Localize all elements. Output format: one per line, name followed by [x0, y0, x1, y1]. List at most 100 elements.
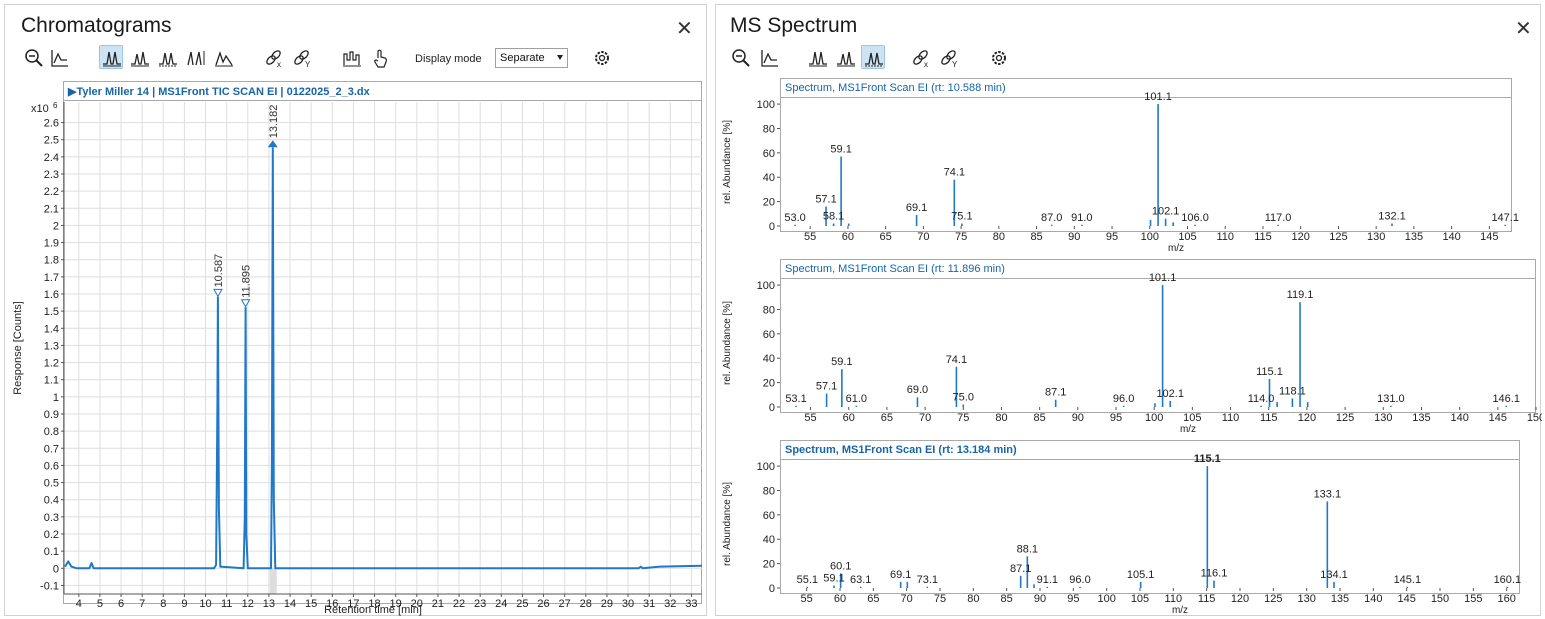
peak-mz-label: 59.1 [823, 573, 844, 585]
y-tick-label: 1.7 [44, 272, 59, 284]
y-multiplier-label: x10 [31, 103, 49, 115]
x-tick-label: 120 [1292, 231, 1310, 243]
x-tick-label: 33 [685, 598, 697, 610]
y-tick-label: 1.4 [44, 323, 59, 335]
ms-spectrum-title: MS Spectrum [730, 14, 858, 37]
x-tick-label: 95 [1067, 593, 1079, 605]
x-axis-title: m/z [1168, 243, 1184, 254]
peak-mz-label: 91.0 [1071, 212, 1092, 224]
peak-mz-label: 91.1 [1037, 574, 1058, 586]
close-chromatograms-button[interactable]: ✕ [676, 18, 693, 40]
x-tick-label: 145 [1397, 593, 1415, 605]
peak-mz-label: 69.1 [906, 202, 927, 214]
peak-mz-label: 160.1 [1494, 574, 1522, 586]
chromatogram-header-text: Tyler Miller 14 | MS1Front TIC SCAN EI |… [76, 86, 370, 98]
x-tick-label: 105 [1178, 231, 1196, 243]
x-tick-label: 95 [1106, 231, 1118, 243]
settings-icon[interactable] [589, 45, 613, 69]
y-tick-label: 0.8 [44, 426, 59, 438]
spectrum-frame-2: Spectrum, MS1Front Scan EI (rt: 11.896 m… [780, 259, 1536, 413]
x-tick-label: 115 [1260, 412, 1278, 424]
x-tick-label: 125 [1329, 231, 1347, 243]
peak-mz-label: 87.1 [1010, 563, 1031, 575]
peak-marker [213, 288, 223, 298]
y-tick-label: 80 [763, 485, 775, 497]
unlink-icon[interactable]: x [261, 45, 285, 69]
x-tick-label: 4 [76, 598, 82, 610]
y-tick-label: 60 [763, 329, 775, 341]
stack-peaks-icon[interactable] [833, 45, 857, 69]
peak-mz-label: 58.1 [823, 211, 844, 223]
overlay-peaks-icon[interactable] [805, 45, 829, 69]
link-y-icon[interactable]: Y [289, 45, 313, 69]
overlay-peaks-icon[interactable] [99, 45, 123, 69]
spectrum-icon[interactable] [339, 45, 363, 69]
x-tick-label: 65 [881, 412, 893, 424]
x-tick-label: 15 [305, 598, 317, 610]
y-tick-label: 1 [53, 392, 59, 404]
chromatogram-header[interactable]: ▶Tyler Miller 14 | MS1Front TIC SCAN EI … [64, 82, 701, 101]
x-tick-label: 70 [901, 593, 913, 605]
x-tick-label: 22 [453, 598, 465, 610]
y-tick-label: 0.2 [44, 529, 59, 541]
x-tick-label: 85 [1001, 593, 1013, 605]
x-tick-label: 155 [1464, 593, 1482, 605]
y-tick-label: 0.4 [44, 495, 59, 507]
unlink-icon[interactable]: x [908, 45, 932, 69]
peak-mz-label: 119.1 [1287, 289, 1314, 301]
peak-mz-label: 118.1 [1279, 385, 1306, 397]
x-tick-label: 90 [1068, 231, 1080, 243]
autoscale-icon[interactable] [47, 45, 71, 69]
zoom-out-icon[interactable] [728, 45, 752, 69]
y-tick-label: 1.5 [44, 306, 59, 318]
peak-mz-label: 74.1 [944, 167, 965, 179]
manual-integration-icon[interactable] [183, 45, 207, 69]
zoom-out-icon[interactable] [21, 45, 45, 69]
peak-mz-label: 102.1 [1152, 206, 1180, 218]
peak-mz-label: 96.0 [1069, 574, 1090, 586]
y-tick-label: 1.9 [44, 238, 59, 250]
y-tick-label: 0.7 [44, 443, 59, 455]
stack-peaks-active-icon[interactable] [861, 45, 885, 69]
baseline-icon[interactable] [211, 45, 235, 69]
x-tick-label: 18 [368, 598, 380, 610]
x-tick-label: 5 [97, 598, 103, 610]
autoscale-icon[interactable] [757, 45, 781, 69]
svg-text:Y: Y [305, 60, 311, 68]
display-mode-select[interactable]: Separate [495, 48, 568, 68]
link-y-icon[interactable]: Y [936, 45, 960, 69]
x-tick-label: 145 [1489, 412, 1507, 424]
y-tick-label: 100 [757, 280, 775, 292]
y-axis-title: rel. Abundance [%] [722, 482, 733, 566]
y-tick-label: 80 [763, 123, 775, 135]
x-tick-label: 30 [622, 598, 634, 610]
x-tick-label: 90 [1034, 593, 1046, 605]
x-tick-label: 60 [843, 412, 855, 424]
peak-mz-label: 96.0 [1113, 393, 1134, 405]
peak-mz-label: 69.0 [907, 384, 928, 396]
peak-mz-label: 57.1 [815, 193, 836, 205]
spectrum-1-header: Spectrum, MS1Front Scan EI (rt: 10.588 m… [781, 79, 1511, 98]
y-tick-label: 60 [763, 148, 775, 160]
stack-peaks-icon[interactable] [127, 45, 151, 69]
y-axis-title: rel. Abundance [%] [722, 301, 733, 385]
touch-icon[interactable] [367, 45, 391, 69]
peak-mz-label: 53.1 [785, 393, 806, 405]
x-tick-label: 32 [664, 598, 676, 610]
peak-mz-label: 73.1 [917, 574, 938, 586]
close-ms-spectrum-button[interactable]: ✕ [1515, 18, 1532, 40]
x-tick-label: 11 [221, 598, 232, 610]
settings-icon[interactable] [986, 45, 1010, 69]
integrate-peaks-icon[interactable] [155, 45, 179, 69]
spectrum-frame-3: Spectrum, MS1Front Scan EI (rt: 13.184 m… [780, 440, 1520, 594]
y-tick-label: 2.6 [44, 118, 59, 130]
peak-marker-selected [267, 140, 278, 148]
x-tick-label: 21 [432, 598, 444, 610]
peak-mz-label: 147.1 [1491, 212, 1519, 224]
peak-mz-label: 145.1 [1394, 574, 1422, 586]
peak-mz-label: 134.1 [1320, 569, 1348, 581]
expand-triangle-icon[interactable]: ▶ [68, 86, 77, 98]
peak-mz-label: 74.1 [946, 354, 967, 366]
peak-mz-label: 133.1 [1314, 488, 1342, 500]
x-tick-label: 90 [1072, 412, 1084, 424]
